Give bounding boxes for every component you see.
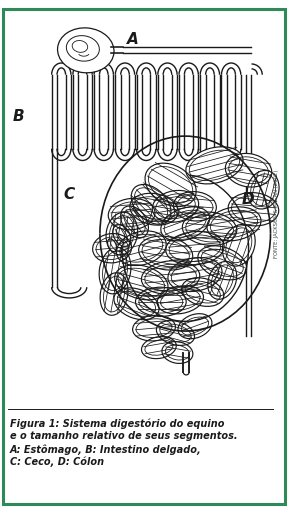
Ellipse shape <box>100 273 128 315</box>
Text: B: B <box>13 109 24 125</box>
Ellipse shape <box>186 147 243 184</box>
Ellipse shape <box>117 231 166 266</box>
Ellipse shape <box>108 199 155 230</box>
Ellipse shape <box>182 212 237 245</box>
Ellipse shape <box>93 233 132 263</box>
Ellipse shape <box>131 185 171 224</box>
Ellipse shape <box>135 287 186 317</box>
Ellipse shape <box>139 236 193 270</box>
Text: e o tamanho relativo de seus segmentos.: e o tamanho relativo de seus segmentos. <box>10 431 237 442</box>
Ellipse shape <box>182 278 224 306</box>
Ellipse shape <box>145 163 196 207</box>
Text: FONTE: JACKSON & PAGAN (2002): FONTE: JACKSON & PAGAN (2002) <box>274 170 279 258</box>
Text: C: C <box>63 187 75 203</box>
Ellipse shape <box>115 265 168 300</box>
Ellipse shape <box>121 206 148 238</box>
Ellipse shape <box>133 315 176 341</box>
Ellipse shape <box>207 207 261 241</box>
Ellipse shape <box>141 261 200 294</box>
Text: A: A <box>127 32 138 48</box>
Ellipse shape <box>228 192 279 226</box>
Ellipse shape <box>156 321 194 345</box>
Ellipse shape <box>173 192 216 221</box>
Ellipse shape <box>106 212 138 255</box>
Text: C: Ceco, D: Cólon: C: Ceco, D: Cólon <box>10 457 104 467</box>
Ellipse shape <box>162 342 193 363</box>
Ellipse shape <box>208 262 237 299</box>
Text: A: Estômago, B: Intestino delgado,: A: Estômago, B: Intestino delgado, <box>10 444 201 455</box>
Ellipse shape <box>114 288 159 320</box>
Bar <box>49 61 244 163</box>
Ellipse shape <box>130 193 178 225</box>
Ellipse shape <box>222 225 255 266</box>
Ellipse shape <box>166 231 224 265</box>
Ellipse shape <box>161 207 210 241</box>
Ellipse shape <box>178 313 212 339</box>
Ellipse shape <box>99 247 131 294</box>
Ellipse shape <box>198 246 247 280</box>
Ellipse shape <box>168 258 222 291</box>
Text: D: D <box>242 192 254 207</box>
Ellipse shape <box>157 286 204 314</box>
Ellipse shape <box>152 190 199 222</box>
Ellipse shape <box>108 239 117 252</box>
Ellipse shape <box>225 153 272 187</box>
Ellipse shape <box>247 170 279 209</box>
Text: Figura 1: Sistema digestório do equino: Figura 1: Sistema digestório do equino <box>10 419 224 429</box>
Ellipse shape <box>113 225 131 246</box>
Ellipse shape <box>58 28 114 73</box>
Ellipse shape <box>142 337 176 359</box>
